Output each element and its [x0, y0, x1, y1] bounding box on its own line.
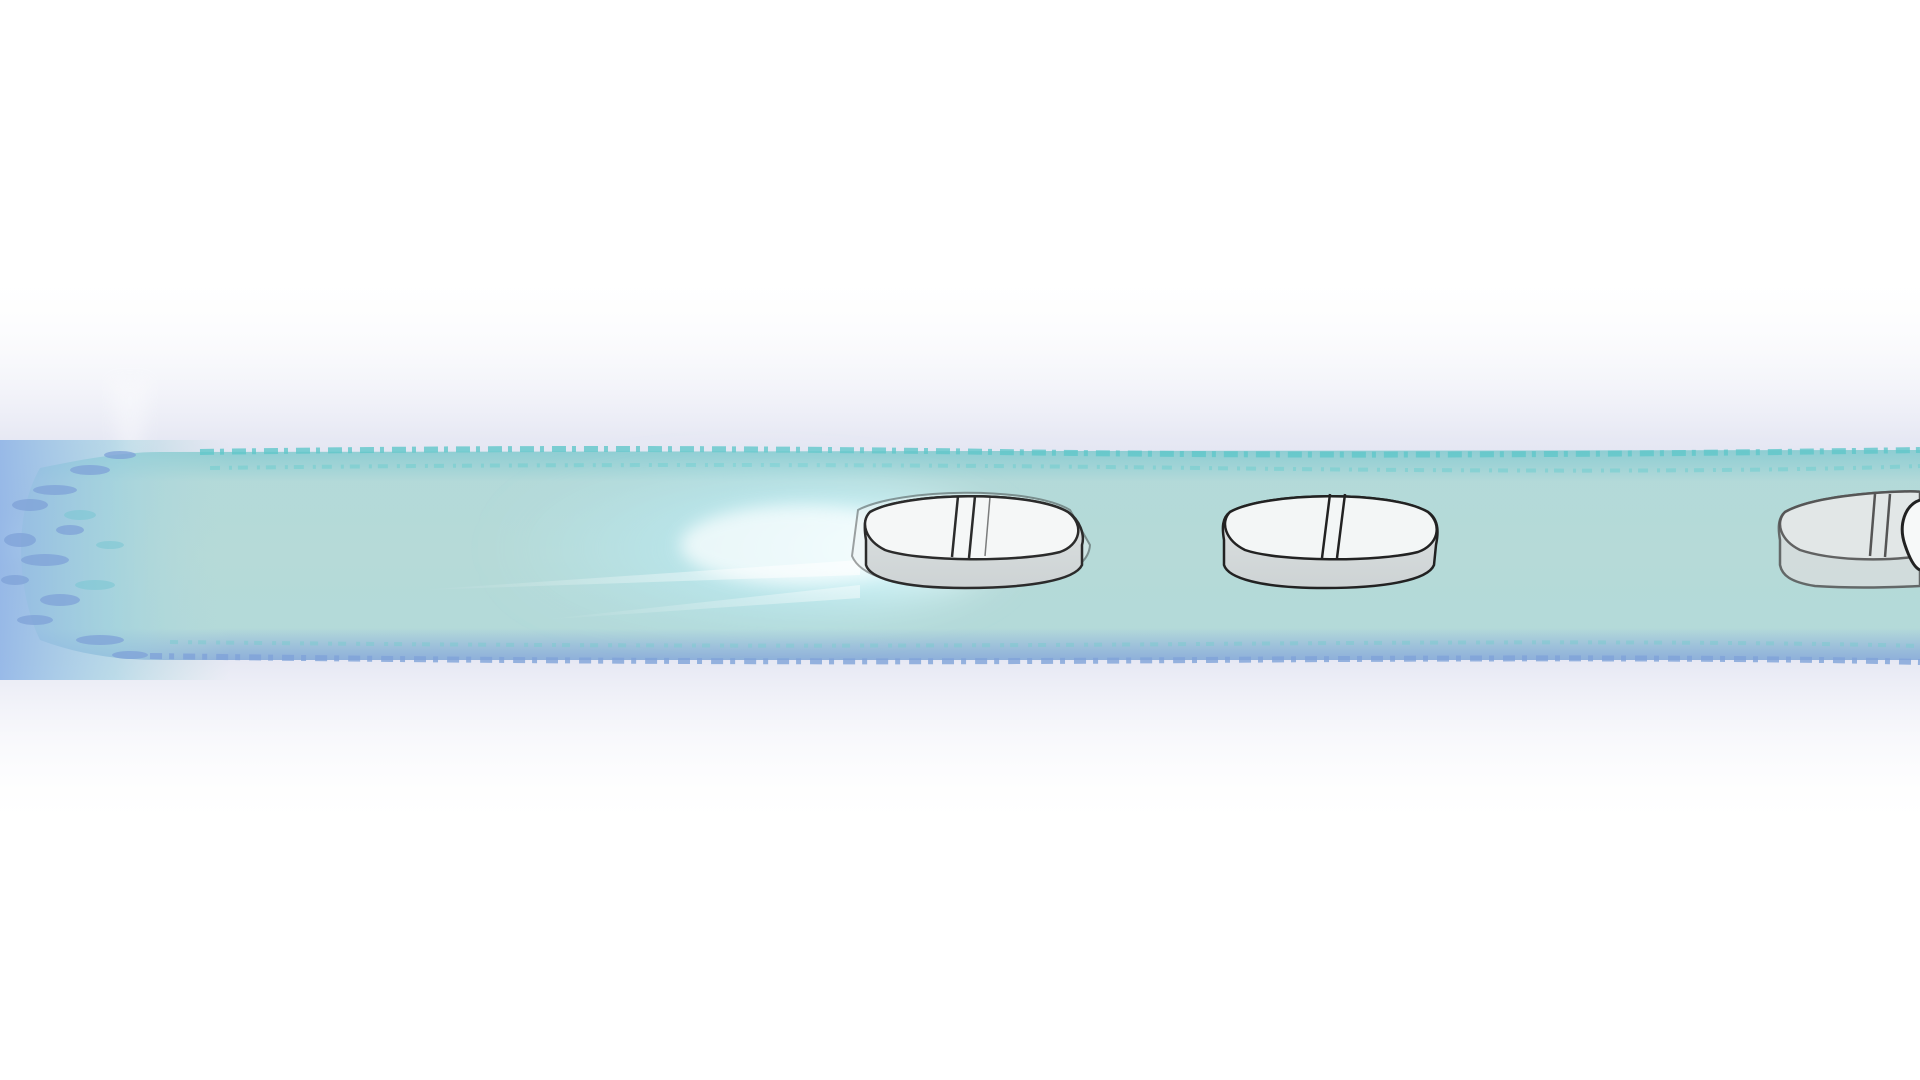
light-beam	[420, 478, 990, 620]
pill-icon	[850, 491, 1092, 590]
pill-icon	[1777, 490, 1920, 589]
pill-icon	[1221, 493, 1439, 590]
